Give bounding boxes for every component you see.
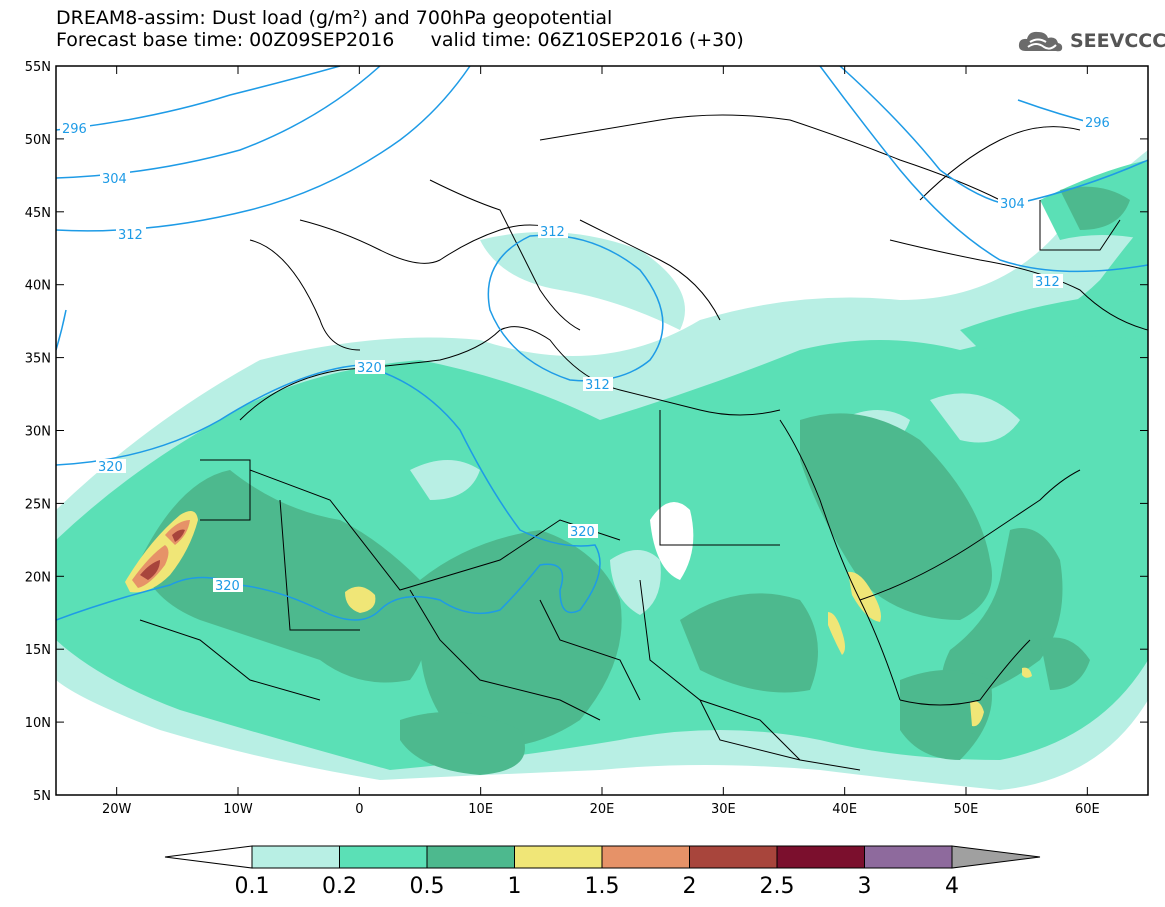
- logo-text: SEEVCCC: [1070, 30, 1165, 52]
- contour-label: 296: [62, 122, 87, 137]
- colorbar-swatch: [776, 845, 865, 869]
- dust-shading: [56, 66, 1148, 795]
- colorbar-arrow-right: [951, 845, 1041, 869]
- colorbar-label: 1: [508, 874, 522, 899]
- contour-312-center: [487, 234, 664, 382]
- contour-304-east: [839, 66, 1148, 206]
- contour-label: 312: [1035, 275, 1060, 290]
- dust-level-0.5: [140, 470, 428, 683]
- lat-label: 30N: [25, 425, 51, 440]
- lat-label: 55N: [25, 60, 51, 75]
- longitude-axis: 20W 10W 0 10E 20E 30E 40E 50E 60E: [102, 66, 1100, 817]
- dust-level-2: [140, 560, 160, 580]
- title-line-1: DREAM8-assim: Dust load (g/m²) and 700hP…: [56, 7, 613, 29]
- lat-label: 5N: [33, 789, 51, 804]
- lon-label: 20E: [590, 802, 615, 817]
- lon-label: 60E: [1075, 802, 1100, 817]
- colorbar-swatch: [689, 845, 778, 869]
- colorbar-swatch: [426, 845, 515, 869]
- lon-label: 50E: [954, 802, 979, 817]
- colorbar-label: 4: [945, 874, 959, 899]
- colorbar-swatch: [601, 845, 690, 869]
- colorbar-swatch: [514, 845, 603, 869]
- contour-labels: 296 304 312 312 312 320 320 320 320 304 …: [60, 115, 1113, 594]
- colorbar-label: 0.2: [322, 874, 357, 899]
- lat-label: 45N: [25, 206, 51, 221]
- colorbar-label: 3: [858, 874, 872, 899]
- colorbar-label: 1.5: [585, 874, 620, 899]
- lon-label: 40E: [832, 802, 857, 817]
- contour-label: 320: [357, 361, 382, 376]
- lon-label: 20W: [102, 802, 132, 817]
- lat-label: 50N: [25, 133, 51, 148]
- contour-label: 296: [1085, 116, 1110, 131]
- lon-label: 10W: [223, 802, 253, 817]
- lon-label: 10E: [468, 802, 493, 817]
- contour-label: 312: [585, 378, 610, 393]
- colorbar-label: 2: [683, 874, 697, 899]
- colorbar-label: 0.1: [235, 874, 270, 899]
- seevccc-logo: SEEVCCC: [1016, 25, 1165, 57]
- contour-label: 312: [540, 225, 565, 240]
- contour-label: 320: [570, 525, 595, 540]
- lon-label: 30E: [711, 802, 736, 817]
- colorbar-label: 2.5: [760, 874, 795, 899]
- land-borders: [139, 114, 1148, 771]
- contour-label: 304: [1000, 197, 1025, 212]
- lat-label: 40N: [25, 279, 51, 294]
- title-line-2: Forecast base time: 00Z09SEP2016 valid t…: [56, 29, 744, 51]
- contour-296-west: [56, 66, 341, 131]
- lat-label: 35N: [25, 352, 51, 367]
- lat-label: 20N: [25, 570, 51, 585]
- latitude-axis: 55N 50N 45N 40N 35N 30N 25N 20N 15N 10N 5N: [25, 60, 1148, 804]
- contour-label: 304: [102, 172, 127, 187]
- colorbar-swatch: [339, 845, 428, 869]
- lat-label: 10N: [25, 716, 51, 731]
- contour-label: 320: [98, 460, 123, 475]
- lat-label: 25N: [25, 497, 51, 512]
- contour-label: 320: [215, 579, 240, 594]
- contour-label: 312: [118, 228, 143, 243]
- contour-312-east: [819, 66, 1148, 273]
- colorbar-swatch: [864, 845, 953, 869]
- cloud-logo-icon: [1018, 31, 1063, 52]
- colorbar-arrow-left: [164, 845, 253, 869]
- colorbar-swatch: [251, 845, 340, 869]
- colorbar: 0.1 0.2 0.5 1 1.5 2 2.5 3 4: [164, 845, 1041, 899]
- lat-label: 15N: [25, 643, 51, 658]
- colorbar-label: 0.5: [410, 874, 445, 899]
- lon-label: 0: [355, 802, 363, 817]
